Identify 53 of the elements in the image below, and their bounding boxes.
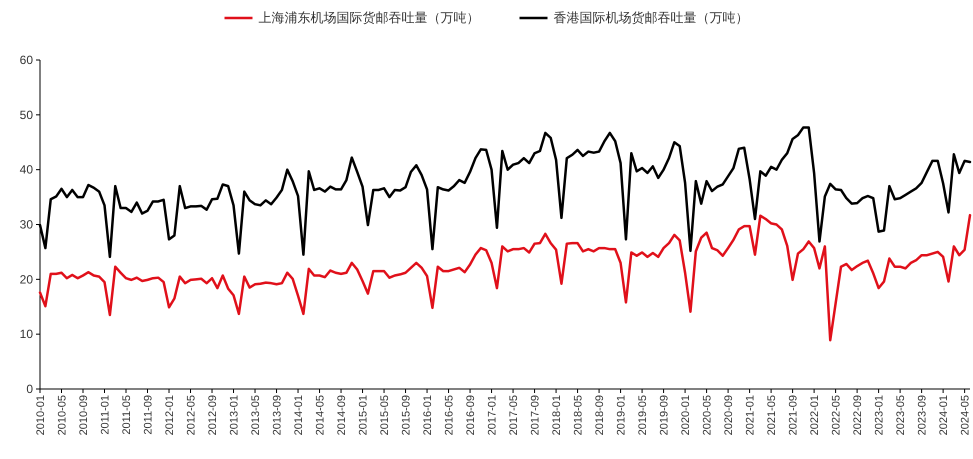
x-tick-label: 2016-09 <box>465 395 478 436</box>
x-tick-label: 2020-05 <box>702 395 714 436</box>
x-tick-label: 2011-05 <box>121 395 134 435</box>
x-tick-label: 2012-05 <box>186 395 198 436</box>
x-tick-label: 2022-09 <box>852 395 864 436</box>
x-tick-label: 2011-01 <box>100 395 112 435</box>
x-tick-label: 2017-01 <box>486 395 499 436</box>
x-tick-label: 2013-05 <box>250 395 262 436</box>
x-tick-label: 2015-05 <box>379 395 392 436</box>
x-tick-label: 2015-01 <box>358 395 370 436</box>
x-tick-label: 2013-09 <box>272 395 284 436</box>
x-tick-label: 2024-05 <box>960 395 972 436</box>
x-tick-label: 2014-09 <box>336 395 348 436</box>
y-tick-label: 20 <box>20 272 34 286</box>
x-tick-label: 2010-05 <box>56 395 69 436</box>
legend-label: 上海浦东机场国际货邮吞吐量（万吨） <box>258 10 480 25</box>
x-tick-label: 2021-05 <box>766 395 778 436</box>
x-tick-label: 2014-01 <box>293 395 306 436</box>
x-tick-label: 2016-01 <box>422 395 434 436</box>
x-tick-label: 2017-09 <box>530 395 542 436</box>
x-tick-label: 2017-05 <box>508 395 520 436</box>
x-tick-label: 2023-05 <box>895 395 908 436</box>
x-tick-label: 2019-09 <box>658 395 671 436</box>
x-tick-label: 2022-01 <box>809 395 822 436</box>
x-tick-label: 2020-09 <box>723 395 736 436</box>
y-tick-label: 30 <box>20 218 34 232</box>
y-tick-label: 60 <box>20 53 34 67</box>
x-tick-label: 2023-09 <box>916 395 929 436</box>
x-tick-label: 2018-09 <box>594 395 606 436</box>
x-tick-label: 2010-01 <box>35 395 47 436</box>
x-tick-label: 2014-05 <box>314 395 327 436</box>
x-tick-label: 2021-09 <box>788 395 800 436</box>
y-tick-label: 40 <box>20 162 34 177</box>
x-tick-label: 2019-01 <box>616 395 628 436</box>
x-tick-label: 2013-01 <box>228 395 241 436</box>
x-tick-label: 2012-01 <box>164 395 176 436</box>
y-tick-label: 10 <box>20 327 34 342</box>
x-tick-label: 2019-05 <box>637 395 650 436</box>
x-tick-label: 2024-01 <box>938 395 950 436</box>
x-tick-label: 2021-01 <box>744 395 757 436</box>
x-tick-label: 2015-09 <box>400 395 413 436</box>
legend-label: 香港国际机场货邮吞吐量（万吨） <box>554 10 748 25</box>
x-tick-label: 2018-05 <box>572 395 585 436</box>
x-tick-label: 2020-01 <box>680 395 692 436</box>
x-tick-label: 2023-01 <box>874 395 886 436</box>
x-tick-label: 2012-09 <box>207 395 220 436</box>
x-tick-label: 2016-05 <box>444 395 456 436</box>
x-tick-label: 2018-01 <box>551 395 564 436</box>
x-tick-label: 2011-09 <box>142 395 155 435</box>
y-tick-label: 0 <box>26 382 34 396</box>
y-tick-label: 50 <box>20 108 34 122</box>
x-tick-label: 2022-05 <box>830 395 843 436</box>
x-tick-label: 2010-09 <box>78 395 90 436</box>
